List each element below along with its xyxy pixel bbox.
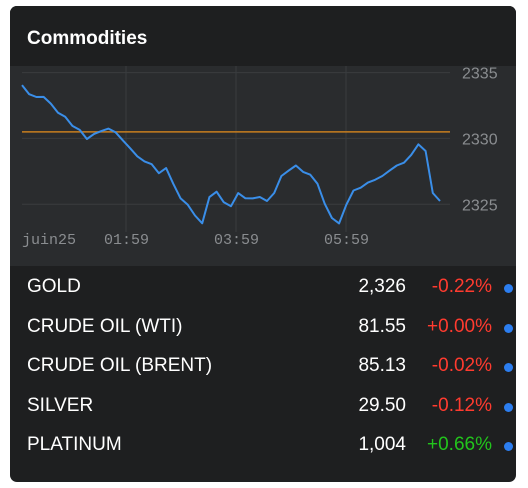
y-tick-label: 2325	[462, 197, 498, 214]
commodity-change: -0.12%	[431, 394, 492, 416]
commodity-price: 2,326	[358, 276, 406, 297]
commodities-widget: Commodities 2325 2330 2335 juin25 01:59 03:59…	[10, 6, 516, 482]
commodity-row[interactable]: SILVER 29.50 -0.12%	[10, 387, 516, 423]
y-tick-label: 2335	[462, 66, 498, 83]
commodity-name: SILVER	[27, 394, 94, 416]
y-tick-label: 2330	[462, 131, 498, 148]
commodity-name: GOLD	[27, 276, 81, 297]
widget-title: Commodities	[27, 28, 148, 49]
commodity-row[interactable]: CRUDE OIL (BRENT) 85.13 -0.02%	[10, 347, 516, 383]
commodity-name: PLATINUM	[27, 434, 122, 455]
commodity-price: 29.50	[358, 394, 406, 416]
commodity-row[interactable]: CRUDE OIL (WTI) 81.55 +0.00%	[10, 308, 516, 344]
chart-canvas: 2325 2330 2335 juin25 01:59 03:59 05:59	[21, 66, 498, 249]
commodity-change: +0.66%	[427, 434, 492, 455]
status-dot-icon	[504, 284, 513, 293]
x-tick-label: 01:59	[104, 232, 149, 249]
commodity-change: +0.00%	[427, 315, 492, 337]
x-tick-label: 03:59	[214, 232, 259, 249]
commodity-price: 1,004	[358, 434, 406, 455]
commodity-name: CRUDE OIL (WTI)	[27, 315, 183, 337]
status-dot-icon	[504, 402, 513, 412]
commodity-change: -0.02%	[431, 355, 492, 376]
price-series-line	[21, 84, 441, 225]
widget-header: Commodities	[10, 6, 516, 66]
status-dot-icon	[504, 363, 513, 372]
commodity-row[interactable]: PLATINUM 1,004 +0.66%	[10, 426, 516, 462]
status-dot-icon	[504, 442, 513, 451]
x-tick-label: 05:59	[324, 232, 369, 249]
price-chart[interactable]: 2325 2330 2335 juin25 01:59 03:59 05:59	[10, 66, 516, 266]
commodity-change: -0.22%	[431, 276, 492, 297]
commodity-row[interactable]: GOLD 2,326 -0.22%	[10, 268, 516, 304]
commodity-name: CRUDE OIL (BRENT)	[27, 355, 213, 376]
commodity-price: 81.55	[358, 315, 406, 337]
x-tick-label: juin25	[22, 232, 76, 249]
commodity-price: 85.13	[358, 355, 406, 376]
status-dot-icon	[504, 323, 513, 333]
